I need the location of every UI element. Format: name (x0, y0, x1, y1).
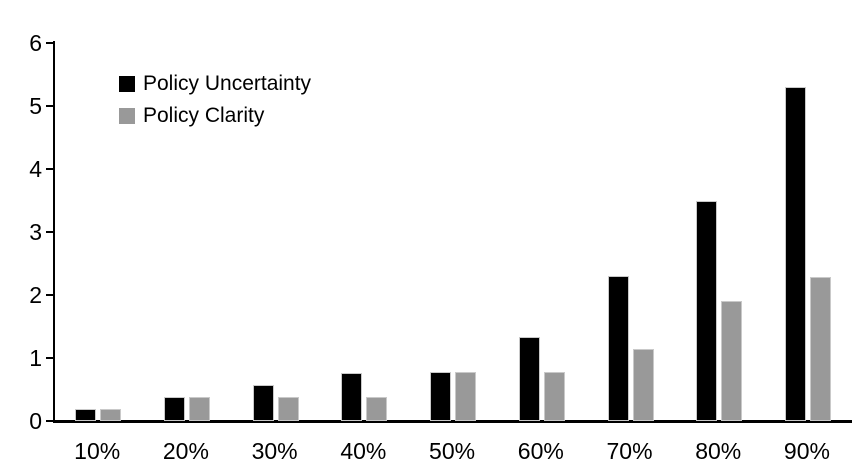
bar-policy-uncertainty-40% (341, 373, 363, 421)
y-axis-tick-label: 6 (29, 29, 42, 56)
bar-policy-clarity-80% (721, 301, 743, 421)
legend-row: Policy Clarity (119, 104, 311, 128)
y-axis-tick-label: 5 (29, 92, 42, 119)
bar-policy-uncertainty-30% (252, 385, 274, 421)
bar-policy-clarity-30% (277, 397, 299, 421)
bar-policy-clarity-50% (455, 372, 477, 421)
legend-swatch-icon (119, 108, 135, 124)
y-axis-tick (46, 105, 54, 107)
y-axis-tick (46, 420, 54, 422)
bar-policy-uncertainty-10% (75, 409, 97, 421)
y-axis-tick-label: 3 (29, 218, 42, 245)
bar-policy-clarity-90% (809, 276, 831, 421)
y-axis-tick-label: 1 (29, 344, 42, 371)
y-axis-tick-label: 2 (29, 281, 42, 308)
x-axis-tick-label: 60% (517, 438, 564, 464)
x-axis-tick-label: 70% (606, 438, 653, 464)
y-axis-tick (46, 168, 54, 170)
legend: Policy Uncertainty Policy Clarity (119, 72, 311, 136)
x-axis-tick-label: 10% (74, 438, 121, 464)
y-axis-tick-label: 4 (29, 155, 42, 182)
y-axis-tick (46, 231, 54, 233)
bar-policy-clarity-10% (100, 409, 122, 421)
y-axis-tick-label: 0 (29, 407, 42, 434)
bar-policy-uncertainty-50% (430, 371, 452, 421)
bar-policy-uncertainty-60% (518, 337, 540, 421)
x-axis-tick-label: 80% (695, 438, 742, 464)
bar-policy-clarity-20% (188, 397, 210, 421)
y-axis-tick (46, 294, 54, 296)
bar-policy-uncertainty-80% (696, 200, 718, 421)
x-axis-tick-label: 20% (162, 438, 209, 464)
bar-policy-clarity-60% (543, 372, 565, 421)
x-axis-tick-label: 30% (251, 438, 298, 464)
legend-swatch-icon (119, 76, 135, 92)
x-axis-line (53, 420, 852, 423)
bar-policy-clarity-70% (632, 349, 654, 421)
bar-policy-uncertainty-70% (607, 276, 629, 421)
y-axis-tick (46, 357, 54, 359)
bar-policy-clarity-40% (366, 397, 388, 421)
legend-label: Policy Clarity (143, 104, 265, 127)
legend-row: Policy Uncertainty (119, 72, 311, 96)
x-axis-tick-label: 50% (429, 438, 476, 464)
legend-label: Policy Uncertainty (143, 72, 312, 95)
x-axis-tick-label: 90% (783, 438, 830, 464)
y-axis-tick (46, 42, 54, 44)
y-axis-line (53, 41, 55, 423)
x-axis-tick-label: 40% (340, 438, 387, 464)
bar-policy-uncertainty-90% (784, 87, 806, 421)
bar-policy-uncertainty-20% (163, 397, 185, 421)
